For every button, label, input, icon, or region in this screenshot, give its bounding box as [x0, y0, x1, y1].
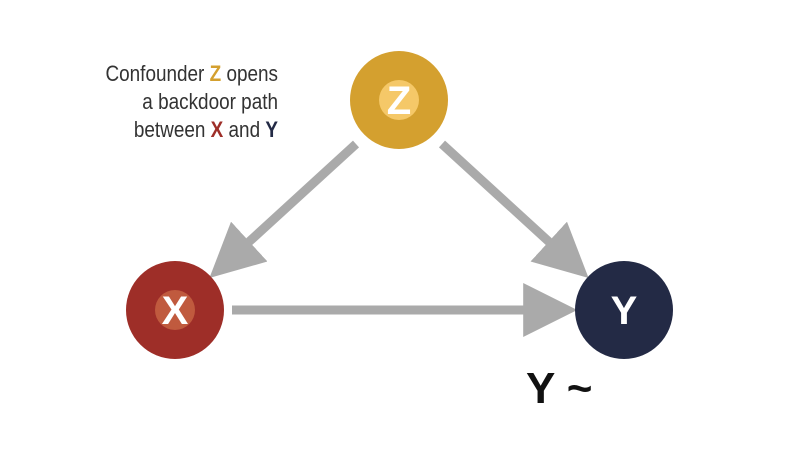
node-z-label: Z — [387, 79, 411, 123]
node-z: Z — [350, 51, 448, 149]
edge-z-to-x — [209, 140, 360, 279]
caption-text: opens — [221, 61, 278, 86]
caption-text: between — [133, 117, 211, 142]
caption-line-1: Confounder Z opens — [65, 60, 278, 88]
caption-y: Y — [265, 117, 278, 142]
caption-x: X — [210, 117, 224, 142]
node-z-inner-circle — [379, 80, 419, 120]
node-x: X — [126, 261, 224, 359]
node-x-label: X — [162, 289, 189, 333]
caption-z: Z — [209, 61, 222, 86]
node-y: Y — [575, 261, 673, 359]
caption-text: and — [223, 117, 266, 142]
node-y-label: Y — [611, 289, 638, 333]
formula-text: Y ~ — [526, 364, 593, 413]
node-x-inner-circle — [155, 290, 195, 330]
node-y-circle — [575, 261, 673, 359]
edge-z-to-y — [438, 140, 589, 279]
confounder-caption: Confounder Z opens a backdoor path betwe… — [65, 60, 278, 144]
caption-text: Confounder — [105, 61, 210, 86]
caption-line-2: a backdoor path — [142, 89, 278, 114]
caption-line-3: between X and Y — [65, 116, 278, 144]
